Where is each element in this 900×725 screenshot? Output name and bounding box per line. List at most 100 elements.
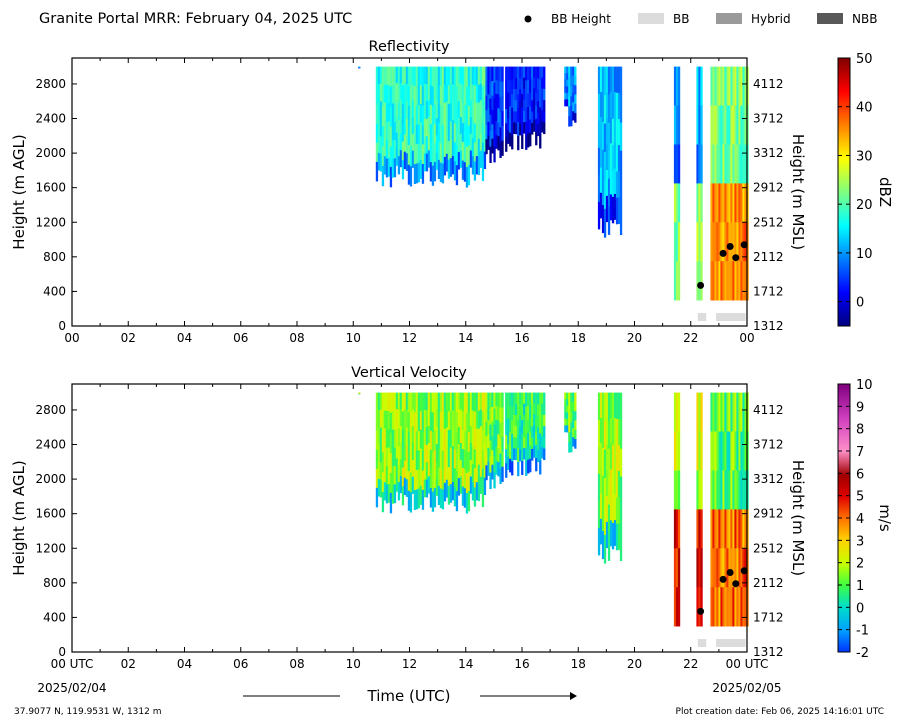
echo-cell: [405, 410, 409, 428]
echo-cell: [517, 80, 520, 95]
echo-cell: [449, 429, 453, 448]
echo-cell: [431, 432, 435, 453]
echo-cell: [389, 146, 393, 168]
echo-cell: [479, 117, 483, 135]
echo-cell: [409, 452, 413, 473]
echo-cell: [481, 392, 485, 412]
echo-cell: [726, 144, 729, 184]
echo-cell: [597, 446, 601, 475]
echo-cell: [383, 156, 387, 175]
echo-cell: [397, 410, 401, 429]
echo-cell: [413, 125, 417, 145]
echo-cell: [523, 77, 526, 90]
echo-cell: [527, 392, 530, 407]
echo-cell: [475, 138, 479, 157]
echo-cell: [455, 66, 459, 87]
echo-cell: [700, 392, 703, 432]
echo-cell: [718, 261, 721, 301]
echo-cell: [425, 410, 429, 428]
echo-cell: [732, 144, 735, 184]
echo-cell: [383, 446, 387, 465]
echo-cell: [539, 392, 542, 407]
echo-cell: [513, 77, 516, 90]
echo-cell: [387, 66, 391, 86]
legend-nbb-patch: [817, 13, 843, 24]
echo-cell: [459, 426, 463, 444]
echo-cell: [543, 122, 546, 135]
echo-cell: [393, 85, 397, 104]
echo-cell: [501, 111, 504, 127]
echo-cell: [734, 222, 737, 262]
echo-cell: [497, 462, 500, 477]
echo-cell: [493, 98, 496, 115]
echo-cell: [673, 66, 677, 106]
echo-cell: [495, 460, 498, 475]
echo-cell: [409, 126, 413, 147]
echo-cell: [477, 428, 481, 448]
echo-cell: [677, 392, 681, 432]
echo-cell: [519, 426, 522, 439]
echo-cell: [493, 114, 496, 131]
echo-cell: [531, 392, 534, 405]
echo-cell: [714, 431, 717, 471]
echo-cell: [726, 66, 729, 106]
echo-cell: [742, 470, 745, 510]
echo-cell: [447, 66, 451, 86]
echo-cell: [564, 392, 567, 400]
echo-cell: [673, 183, 677, 223]
echo-cell: [395, 392, 399, 410]
echo-cell: [421, 489, 425, 510]
echo-cell: [710, 222, 713, 262]
echo-cell: [469, 100, 473, 118]
echo-cell: [541, 414, 544, 426]
echo-cell: [465, 86, 469, 108]
echo-cell: [509, 106, 512, 120]
echo-cell: [734, 548, 737, 588]
colorbar-tick-label: 20: [856, 198, 873, 213]
echo-cell: [487, 135, 490, 150]
vertical-velocity-panel: Vertical Velocity 00 UTC 02 04 06 08 10 12 14 16…: [10, 365, 894, 671]
echo-cell: [435, 66, 439, 85]
echo-cell: [455, 125, 459, 146]
echo-cell: [543, 437, 546, 449]
y-tick-label: 2000: [35, 146, 66, 160]
echo-cell: [673, 587, 677, 627]
echo-cell: [724, 183, 727, 223]
echo-cell: [619, 392, 623, 421]
echo-cell: [726, 509, 729, 549]
echo-cell: [726, 261, 729, 301]
echo-cell: [445, 101, 449, 120]
echo-cell: [385, 66, 389, 86]
echo-cell: [433, 142, 437, 163]
echo-cell: [501, 81, 504, 97]
echo-cell: [535, 118, 538, 133]
echo-cell: [379, 84, 383, 102]
echo-cell: [617, 497, 621, 524]
echo-cell: [615, 197, 619, 225]
echo-cell: [617, 471, 621, 498]
echo-cell: [433, 449, 437, 470]
echo-cell: [570, 442, 573, 453]
echo-cell: [415, 86, 419, 106]
echo-cell: [531, 77, 534, 90]
echo-cell: [391, 158, 395, 178]
echo-cell: [419, 141, 423, 161]
echo-cell: [521, 406, 524, 421]
echo-cell: [696, 144, 699, 184]
echo-cell: [471, 392, 475, 411]
y-tick-label: 2000: [35, 472, 66, 486]
echo-cell: [613, 520, 617, 546]
echo-cell: [568, 412, 571, 423]
echo-cell: [401, 430, 405, 450]
echo-cell: [722, 392, 725, 432]
y-axis-label-right: Height (m MSL): [789, 460, 807, 576]
echo-cell: [570, 392, 573, 403]
echo-cell: [493, 408, 496, 425]
echo-cell: [609, 194, 613, 221]
echo-cell: [389, 452, 393, 474]
echo-cell: [716, 587, 719, 627]
echo-cell: [499, 407, 502, 424]
bb-height-point: [740, 241, 748, 249]
echo-cell: [423, 66, 427, 85]
